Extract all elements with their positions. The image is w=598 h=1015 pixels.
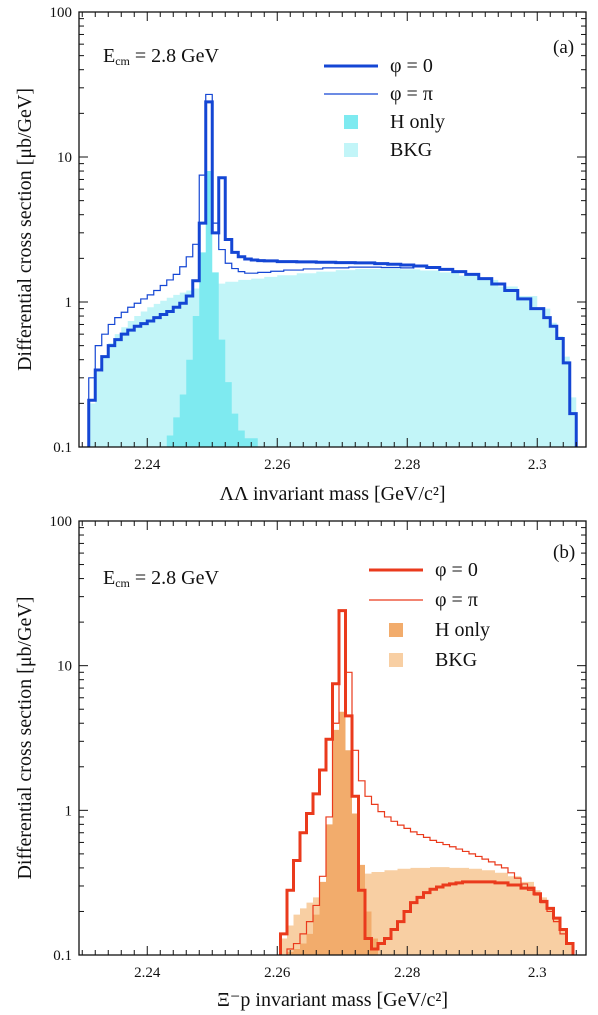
- phi-pi-line: [88, 93, 415, 447]
- legend-label: φ = π: [435, 589, 478, 611]
- legend-label: φ = 0: [435, 559, 478, 581]
- chart-panel-1: 2.24 2.26 2.28 2.3 0.1 1 10 100 Ξ⁻p invariant ma…: [14, 514, 587, 1011]
- phi-0-line: [279, 609, 575, 955]
- x-tick-label: 2.24: [134, 965, 161, 981]
- plot-frame: [78, 520, 587, 956]
- y-tick-label: 1: [65, 803, 73, 819]
- energy-value: = 2.8 GeV: [130, 45, 220, 67]
- y-tick-label: 1: [65, 295, 73, 311]
- plot-area: [279, 609, 575, 955]
- y-tick-label: 0.1: [53, 948, 72, 964]
- x-tick-label: 2.28: [394, 965, 420, 981]
- x-tick-label: 2.24: [134, 457, 161, 473]
- x-tick-label: 2.26: [264, 965, 291, 981]
- x-tick-label: 2.26: [264, 457, 291, 473]
- y-tick-label: 10: [57, 150, 72, 166]
- legend: φ = 0 φ = π H only BKG: [324, 55, 445, 161]
- legend-swatch-bkg: [344, 143, 358, 157]
- energy-symbol: E: [103, 45, 115, 67]
- legend-swatch-bkg: [389, 653, 403, 667]
- plot-frame: [78, 11, 587, 448]
- x-tick-label: 2.28: [394, 457, 420, 473]
- y-tick-label: 100: [50, 514, 73, 530]
- y-tick-label: 10: [57, 659, 72, 675]
- energy-annotation: Ecm = 2.8 GeV: [103, 45, 219, 68]
- legend: φ = 0 φ = π H only BKG: [369, 559, 490, 671]
- plot-area: [87, 93, 578, 447]
- panel-label: (a): [553, 37, 574, 58]
- legend-swatch-h-only: [389, 623, 403, 637]
- legend-label: φ = 0: [390, 55, 433, 77]
- chart-panel-0: 2.24 2.26 2.28 2.3 0.1 1 10 100 ΛΛ invariant mas…: [14, 5, 587, 505]
- x-axis-label: ΛΛ invariant mass [GeV/c²]: [219, 483, 445, 505]
- energy-value: = 2.8 GeV: [130, 567, 220, 589]
- energy-annotation: Ecm = 2.8 GeV: [103, 567, 219, 590]
- legend-label: φ = π: [390, 83, 433, 105]
- legend-label: H only: [390, 111, 445, 133]
- y-axis-label: Differential cross section [μb/GeV]: [14, 88, 36, 371]
- x-axis-label: Ξ⁻p invariant mass [GeV/c²]: [217, 989, 448, 1011]
- y-axis-label: Differential cross section [μb/GeV]: [14, 596, 36, 879]
- y-tick-label: 0.1: [53, 440, 72, 456]
- legend-label: BKG: [435, 649, 477, 671]
- energy-symbol: E: [103, 567, 115, 589]
- h-only-fill: [287, 711, 378, 955]
- legend-label: BKG: [390, 139, 432, 161]
- energy-subscript: cm: [115, 576, 130, 590]
- y-tick-label: 100: [50, 5, 73, 21]
- x-tick-label: 2.3: [528, 457, 547, 473]
- energy-subscript: cm: [115, 54, 130, 68]
- x-tick-label: 2.3: [528, 965, 547, 981]
- h-only-fill: [166, 171, 258, 447]
- panel-label: (b): [553, 542, 575, 563]
- legend-label: H only: [435, 619, 490, 641]
- bkg-fill: [88, 268, 577, 447]
- phi-0-line: [87, 100, 578, 447]
- legend-swatch-h-only: [344, 115, 358, 129]
